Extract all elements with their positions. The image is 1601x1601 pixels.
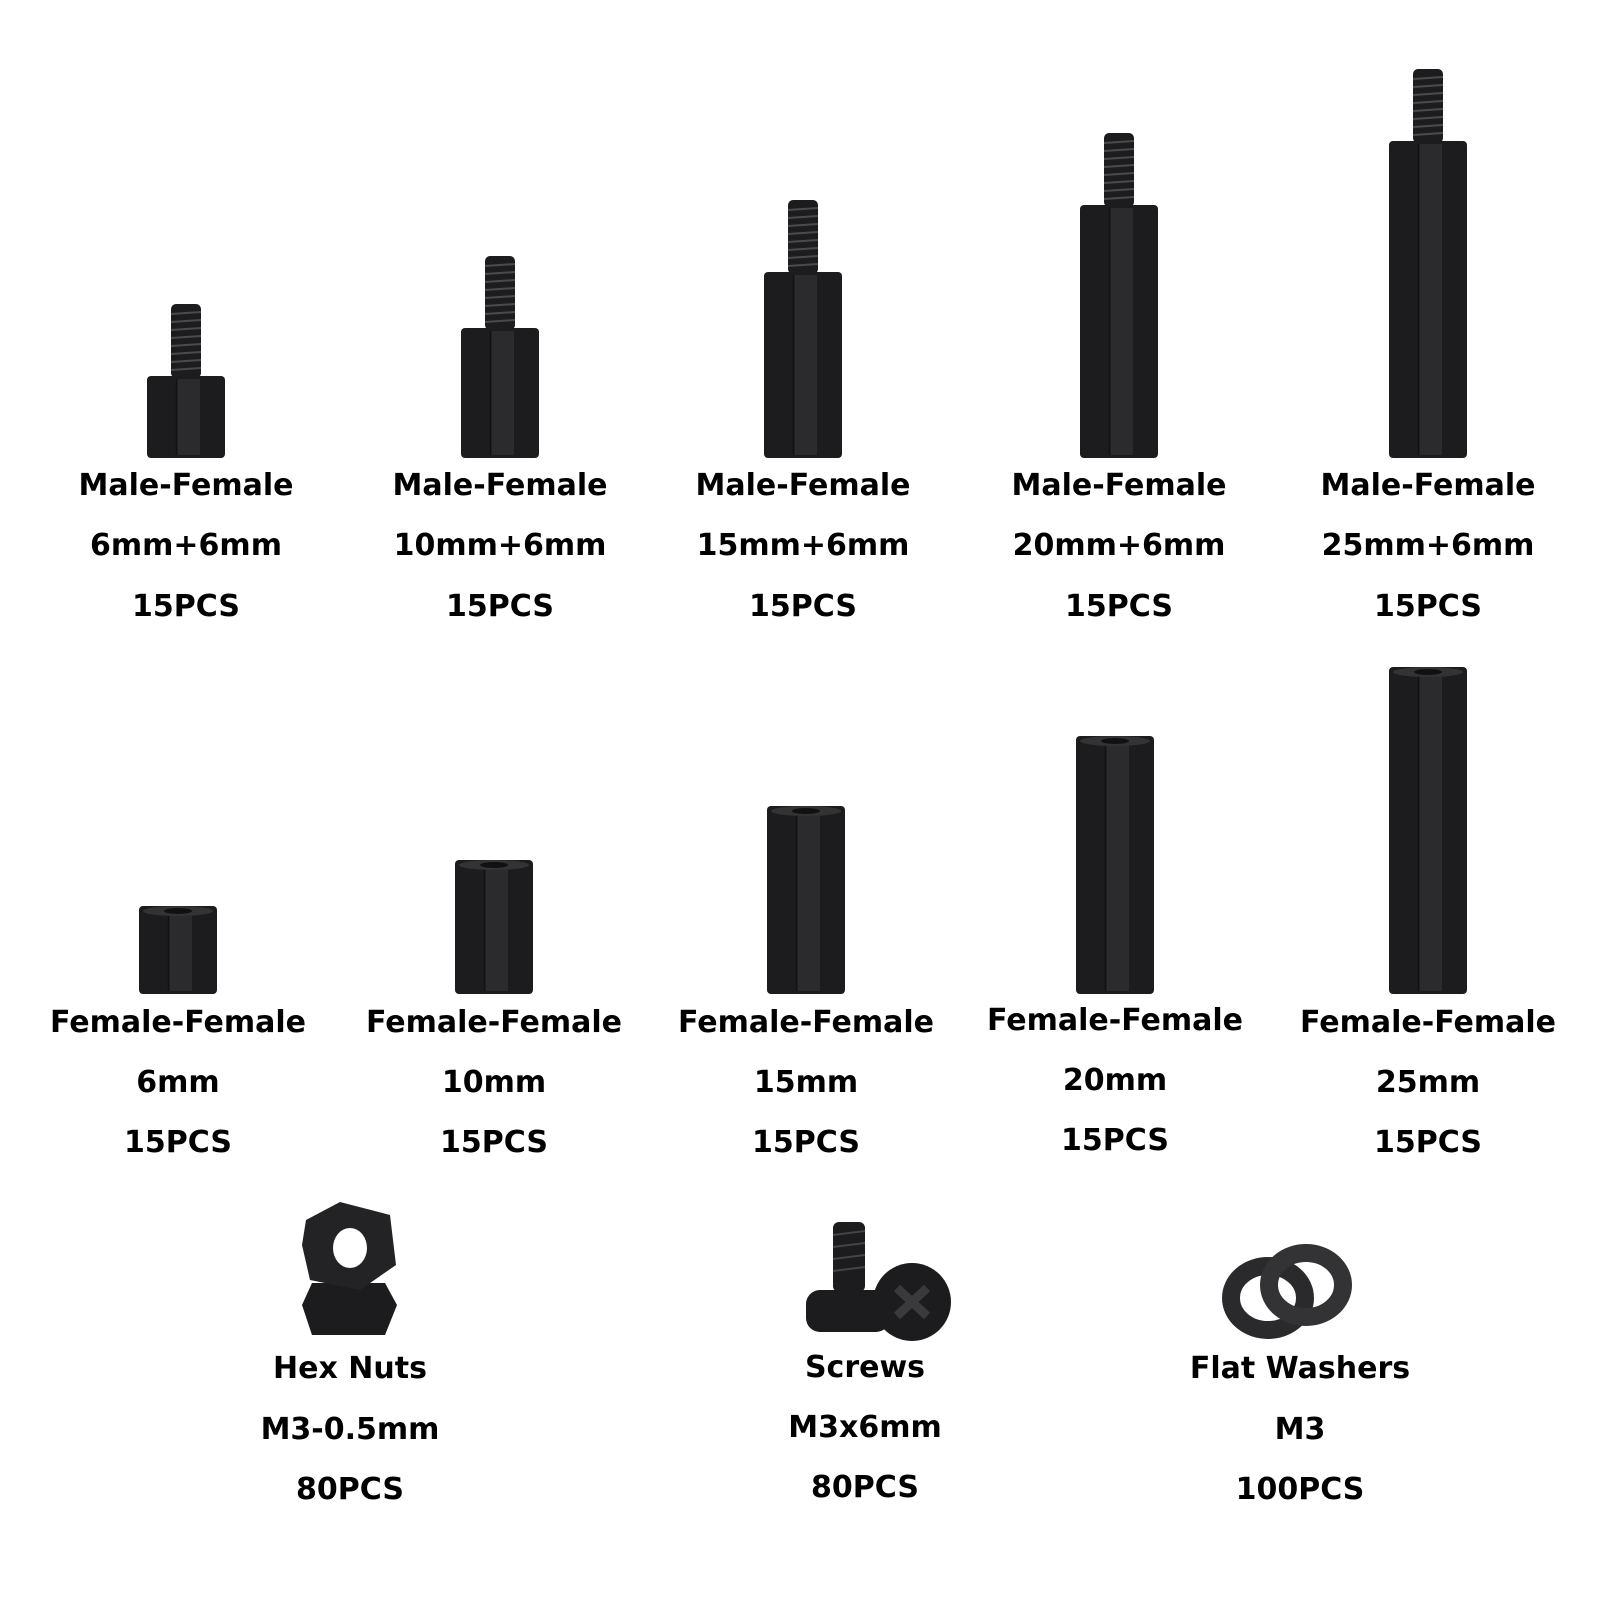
item-qty: 15PCS xyxy=(440,1125,548,1160)
item-qty: 15PCS xyxy=(1374,589,1482,624)
washer-icon xyxy=(1222,1244,1352,1339)
item-qty: 15PCS xyxy=(132,589,240,624)
item-size: 10mm xyxy=(441,1065,547,1100)
item-qty: 80PCS xyxy=(296,1472,404,1507)
hex-nut-icon xyxy=(302,1202,397,1335)
male-female-standoff-icon xyxy=(764,200,842,458)
item-type: Male-Female xyxy=(392,468,608,503)
item-type: Female-Female xyxy=(987,1003,1243,1038)
item-type: Hex Nuts xyxy=(273,1351,427,1386)
male-female-standoff-icon xyxy=(147,304,225,458)
item-size: 6mm+6mm xyxy=(90,528,282,563)
item-type: Female-Female xyxy=(1300,1005,1556,1040)
item-qty: 80PCS xyxy=(811,1470,919,1505)
item-size: 15mm+6mm xyxy=(696,528,910,563)
item-type: Male-Female xyxy=(695,468,911,503)
item-size: 20mm+6mm xyxy=(1012,528,1226,563)
male-female-standoff-icon xyxy=(1389,69,1467,458)
female-female-standoff-icon xyxy=(1389,667,1467,994)
screw-icon xyxy=(806,1222,951,1341)
female-female-standoff-icon xyxy=(1076,736,1154,994)
item-type: Female-Female xyxy=(50,1005,306,1040)
item-qty: 15PCS xyxy=(1061,1123,1169,1158)
male-female-standoff-icon xyxy=(1080,133,1158,458)
female-female-standoff-icon xyxy=(455,860,533,994)
item-type: Male-Female xyxy=(78,468,294,503)
item-qty: 15PCS xyxy=(1065,589,1173,624)
item-qty: 15PCS xyxy=(749,589,857,624)
male-female-standoff-icon xyxy=(461,256,539,458)
item-qty: 15PCS xyxy=(446,589,554,624)
item-type: Screws xyxy=(804,1350,926,1385)
item-size: 15mm xyxy=(753,1065,859,1100)
item-qty: 15PCS xyxy=(1374,1125,1482,1160)
item-type: Female-Female xyxy=(366,1005,622,1040)
item-type: Male-Female xyxy=(1320,468,1536,503)
female-female-standoff-icon xyxy=(139,906,217,994)
item-qty: 100PCS xyxy=(1235,1472,1365,1507)
item-size: 25mm xyxy=(1375,1065,1481,1100)
item-size: 20mm xyxy=(1062,1063,1168,1098)
item-size: M3x6mm xyxy=(788,1410,942,1445)
item-type: Flat Washers xyxy=(1189,1351,1411,1386)
item-qty: 15PCS xyxy=(124,1125,232,1160)
item-qty: 15PCS xyxy=(752,1125,860,1160)
item-size: 10mm+6mm xyxy=(393,528,607,563)
item-size: M3-0.5mm xyxy=(260,1412,440,1447)
female-female-standoff-icon xyxy=(767,806,845,994)
item-size: 6mm xyxy=(136,1065,220,1100)
item-type: Female-Female xyxy=(678,1005,934,1040)
item-size: M3 xyxy=(1274,1412,1326,1447)
item-type: Male-Female xyxy=(1011,468,1227,503)
item-size: 25mm+6mm xyxy=(1321,528,1535,563)
